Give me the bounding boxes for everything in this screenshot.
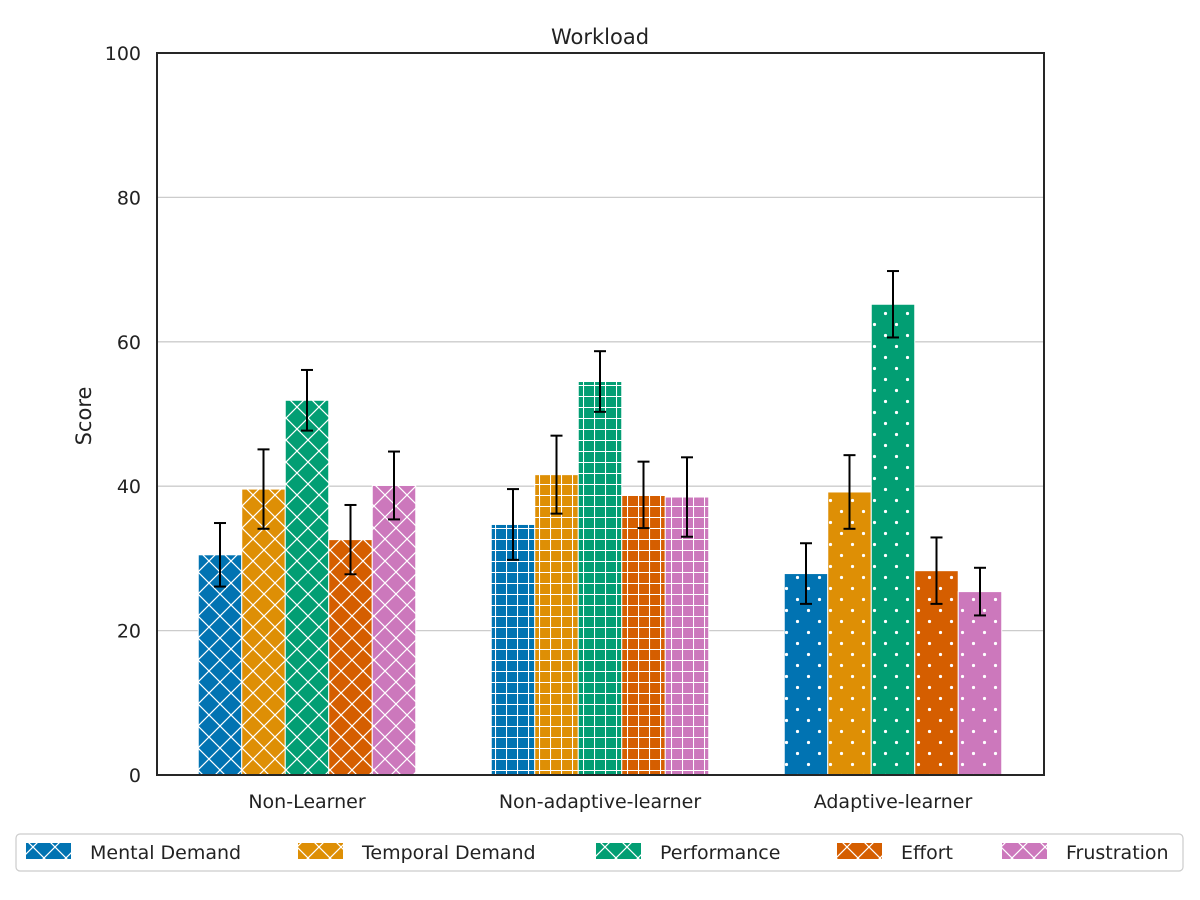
y-axis-label: Score — [72, 387, 96, 446]
legend-label: Temporal Demand — [361, 842, 536, 864]
legend-label: Frustration — [1066, 842, 1169, 864]
x-axis-ticks: Non-Learner Non-adaptive-learner Adaptive-… — [248, 791, 972, 813]
legend: Mental Demand Temporal Demand Performance E… — [15, 833, 1184, 872]
error-bar — [507, 488, 519, 561]
legend-item: Mental Demand — [26, 842, 241, 864]
error-bar — [594, 350, 606, 413]
bar-performance-non-learner — [284, 399, 330, 776]
error-bar — [887, 270, 899, 339]
bar-temporal-demand-non-adaptive-learner — [534, 474, 579, 776]
bar-frustration-non-learner — [371, 484, 417, 776]
error-bar — [301, 368, 313, 432]
error-bar — [974, 566, 986, 617]
legend-swatch — [1002, 843, 1047, 859]
error-bar — [800, 542, 812, 605]
x-tick-label: Non-Learner — [248, 791, 366, 813]
bar-frustration-non-adaptive-learner — [664, 496, 710, 776]
bar-effort-non-learner — [328, 539, 373, 776]
error-bar — [344, 503, 357, 576]
y-tick-label: 60 — [117, 332, 141, 354]
y-tick-label: 20 — [117, 621, 141, 643]
y-axis-ticks: 0 20 40 60 80 100 — [105, 43, 141, 787]
bar-temporal-demand-non-learner — [241, 488, 286, 776]
bar-frustration-adaptive-learner — [957, 591, 1003, 776]
legend-label: Effort — [901, 842, 953, 864]
bar-mental-demand-non-adaptive-learner — [490, 523, 536, 776]
error-bars — [214, 270, 986, 617]
y-tick-label: 100 — [105, 43, 141, 65]
error-bar — [681, 456, 693, 538]
error-bar — [843, 454, 856, 530]
bar-mental-demand-non-learner — [197, 554, 243, 776]
bar-performance-non-adaptive-learner — [577, 381, 623, 776]
x-tick-label: Adaptive-learner — [814, 791, 973, 813]
bar-performance-adaptive-learner — [870, 303, 916, 776]
bar-effort-non-adaptive-learner — [621, 494, 666, 776]
legend-swatch — [837, 843, 882, 859]
legend-item: Temporal Demand — [298, 842, 536, 864]
legend-label: Mental Demand — [90, 842, 241, 864]
legend-swatch — [596, 843, 641, 859]
chart-title: Workload — [551, 25, 649, 49]
error-bar — [214, 522, 226, 588]
bars — [197, 303, 1003, 776]
error-bar — [930, 536, 943, 605]
plot-frame — [156, 52, 1045, 776]
error-bar — [257, 448, 270, 530]
legend-item: Performance — [596, 842, 780, 864]
error-bar — [637, 460, 650, 530]
bar-mental-demand-adaptive-learner — [783, 573, 829, 776]
legend-item: Effort — [837, 842, 953, 864]
x-tick-label: Non-adaptive-learner — [499, 791, 701, 813]
y-tick-label: 0 — [129, 765, 141, 787]
legend-item: Frustration — [1002, 842, 1169, 864]
y-tick-label: 40 — [117, 476, 141, 498]
bar-temporal-demand-adaptive-learner — [827, 491, 872, 776]
legend-swatch — [298, 843, 343, 859]
error-bar — [550, 434, 563, 515]
legend-swatch — [26, 843, 71, 859]
y-tick-label: 80 — [117, 187, 141, 209]
error-bar — [388, 450, 400, 521]
legend-label: Performance — [660, 842, 780, 864]
